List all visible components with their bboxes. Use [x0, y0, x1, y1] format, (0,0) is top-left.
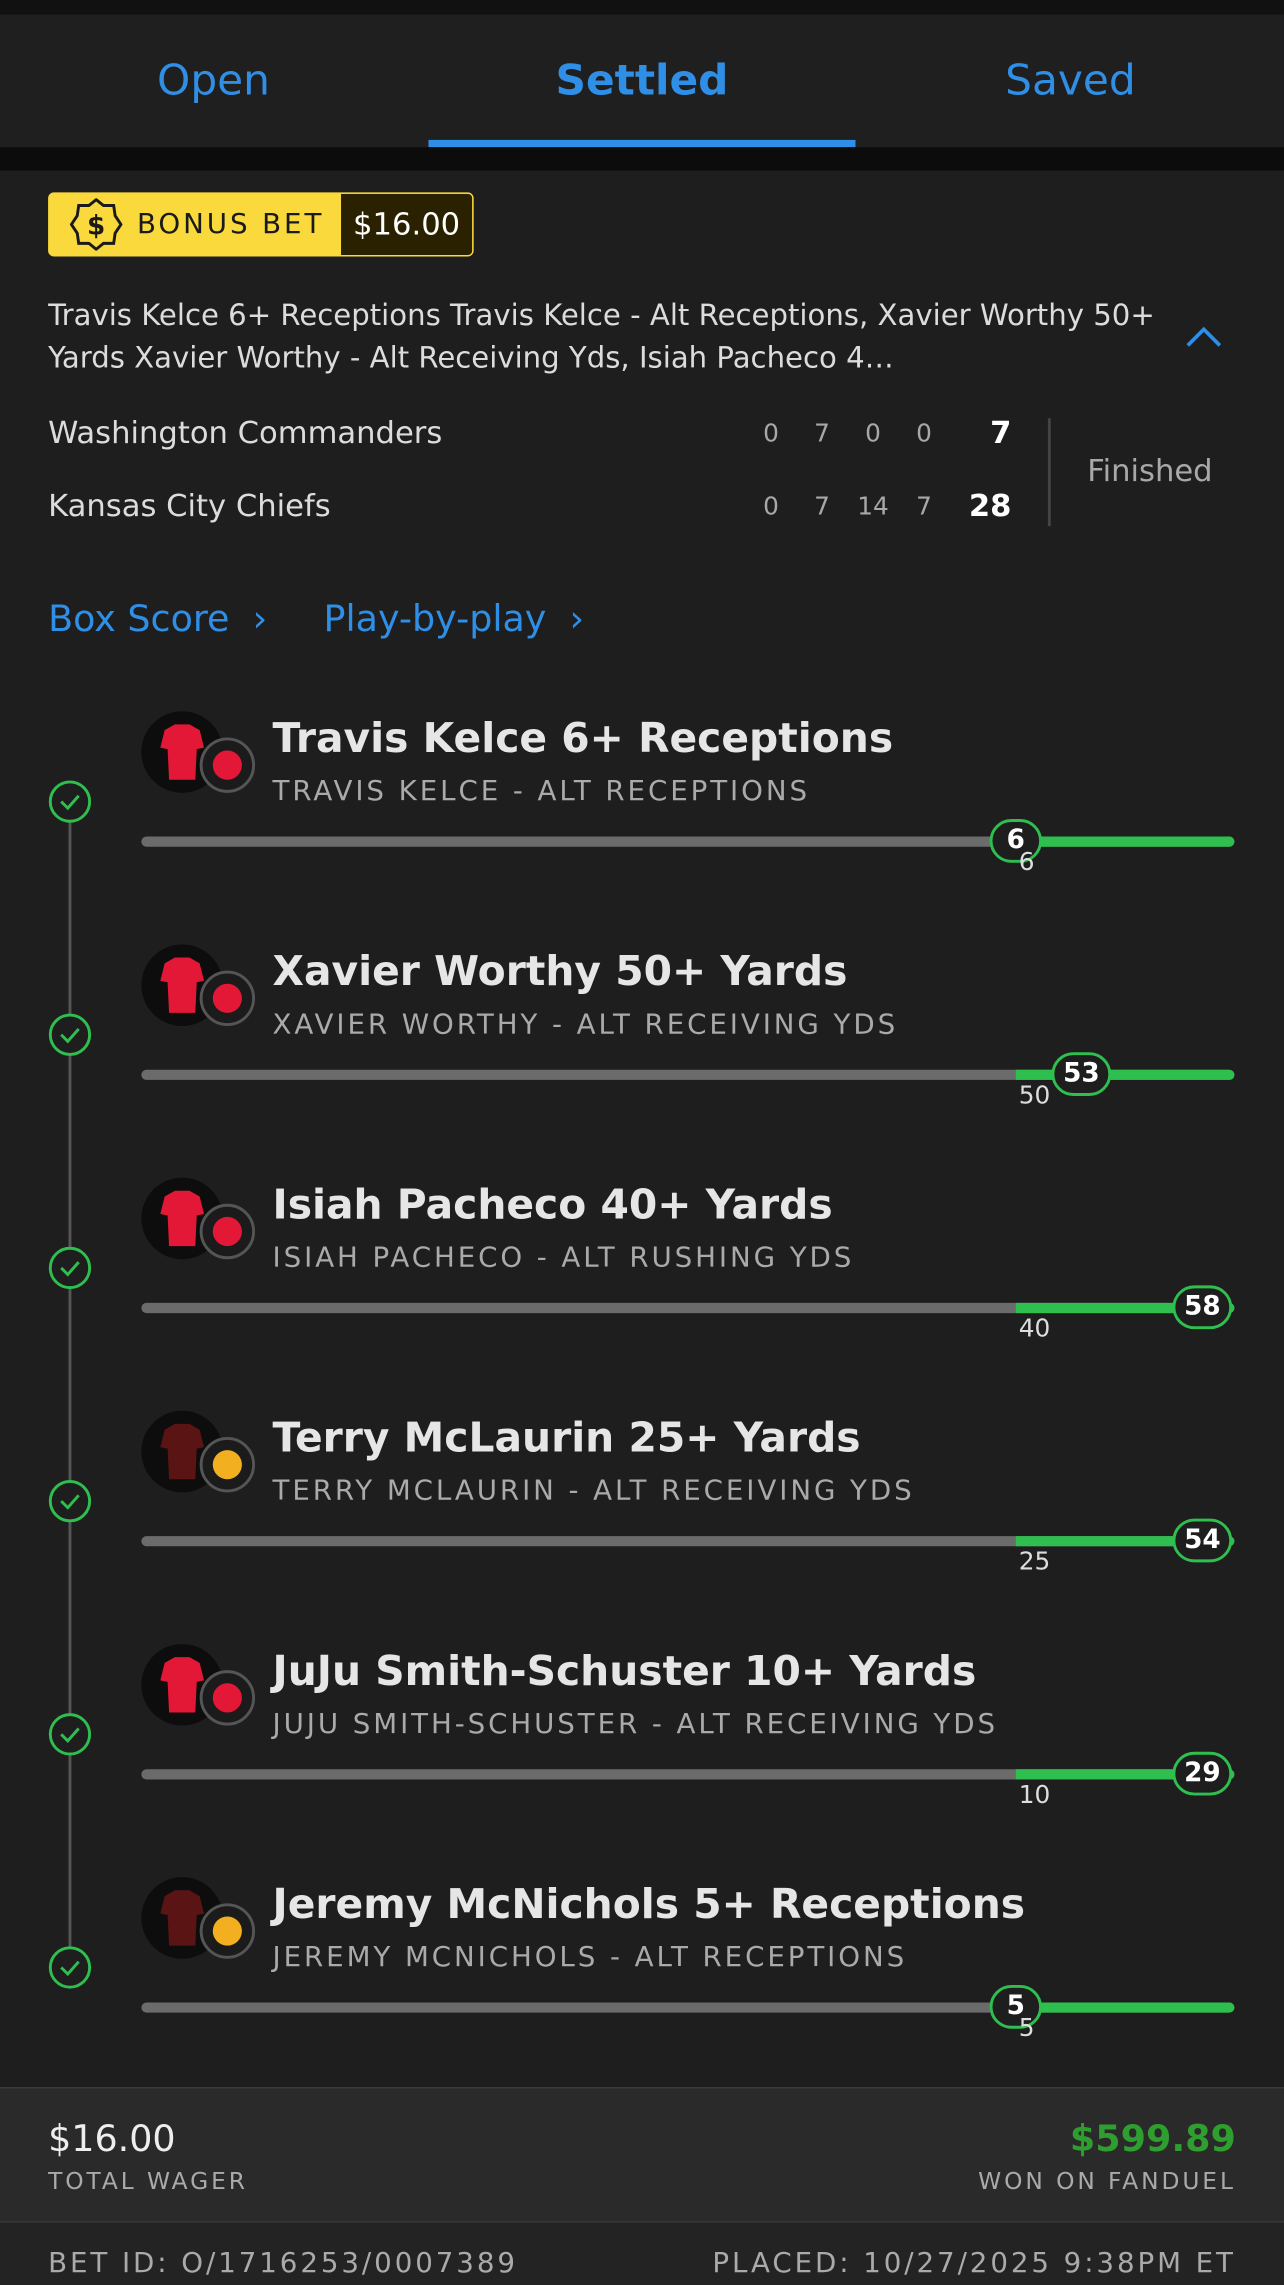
quarter-score: 7 — [814, 492, 830, 522]
check-icon — [48, 780, 92, 823]
team-name: Washington Commanders — [48, 415, 443, 451]
team-name: Kansas City Chiefs — [48, 488, 331, 524]
svg-text:$: $ — [87, 212, 105, 242]
progress-track: 53 50 — [141, 1052, 1235, 1111]
total-score: 28 — [968, 488, 1012, 524]
progress-fill — [1015, 1069, 1235, 1080]
tab-underline — [428, 139, 856, 148]
progress-fill — [1015, 1769, 1235, 1780]
check-icon — [48, 1946, 92, 1989]
link-text: Play-by-play — [323, 597, 547, 640]
divider — [1047, 418, 1051, 527]
total-wager-label: TOTAL WAGER — [48, 2167, 248, 2195]
tab[interactable]: Saved — [1005, 55, 1136, 105]
leg-title: Isiah Pacheco 40+ Yards — [272, 1180, 833, 1229]
quarter-score: 0 — [865, 419, 881, 449]
leg-subtitle: ISIAH PACHECO - ALT RUSHING YDS — [272, 1241, 855, 1274]
actual-value: 53 — [1051, 1052, 1112, 1096]
leg-subtitle: JUJU SMITH-SCHUSTER - ALT RECEIVING YDS — [272, 1708, 998, 1741]
won-label: WON ON FANDUEL — [978, 2167, 1236, 2195]
threshold-label: 6 — [1018, 848, 1035, 878]
player-icon — [141, 711, 256, 793]
actual-value: 58 — [1172, 1285, 1233, 1330]
threshold-label: 5 — [1018, 2014, 1035, 2044]
leg-subtitle: XAVIER WORTHY - ALT RECEIVING YDS — [272, 1008, 899, 1041]
actual-value: 54 — [1172, 1518, 1233, 1563]
bonus-badge: $ BONUS BET $16.00 — [48, 192, 474, 257]
threshold-label: 25 — [1018, 1547, 1051, 1577]
actual-value: 6 — [989, 819, 1043, 863]
won-amount: $599.89 — [1069, 2117, 1236, 2160]
progress-fill — [1015, 2002, 1235, 2013]
player-icon — [141, 1177, 256, 1260]
progress-fill — [1015, 1302, 1235, 1314]
quarter-score: 0 — [763, 492, 779, 522]
leg-subtitle: TERRY MCLAURIN - ALT RECEIVING YDS — [272, 1474, 915, 1507]
quarter-score: 14 — [857, 492, 889, 522]
player-icon — [141, 1877, 256, 1959]
quarter-score: 0 — [916, 419, 932, 449]
leg-subtitle: TRAVIS KELCE - ALT RECEPTIONS — [272, 775, 810, 808]
leg-title: Xavier Worthy 50+ Yards — [272, 947, 848, 996]
leg-title: Terry McLaurin 25+ Yards — [272, 1413, 861, 1462]
tab[interactable]: Settled — [555, 55, 729, 105]
leg-title: Travis Kelce 6+ Receptions — [272, 714, 894, 763]
quarter-score: 0 — [763, 419, 779, 449]
total-wager: $16.00 — [48, 2117, 176, 2160]
check-icon — [48, 1013, 92, 1056]
bet-description: Travis Kelce 6+ Receptions Travis Kelce … — [48, 297, 1155, 375]
leg-title: JuJu Smith-Schuster 10+ Yards — [272, 1646, 977, 1695]
game-status: Finished — [1087, 453, 1213, 489]
bonus-icon: $ — [69, 198, 123, 251]
tab-bar — [0, 0, 1284, 148]
progress-fill — [1015, 836, 1235, 847]
quarter-score: 7 — [916, 492, 932, 522]
collapse-chevron[interactable] — [1183, 324, 1224, 350]
divider — [0, 147, 1284, 171]
tab[interactable]: Open — [157, 55, 270, 105]
player-icon — [141, 944, 256, 1027]
footer: $16.00 TOTAL WAGER $599.89 WON ON FANDUE… — [0, 2086, 1284, 2223]
quarter-score: 7 — [814, 419, 830, 449]
player-icon — [141, 1410, 256, 1493]
bonus-amount: $16.00 — [341, 193, 473, 256]
actual-value: 29 — [1172, 1751, 1233, 1796]
progress-track: 29 10 — [141, 1751, 1235, 1810]
link-text: Box Score — [48, 597, 230, 640]
progress-track: 58 40 — [141, 1285, 1235, 1344]
check-icon — [48, 1479, 92, 1523]
progress-fill — [1015, 1536, 1235, 1547]
play-by-play-link[interactable]: Play-by-play › — [323, 597, 585, 640]
player-icon — [141, 1643, 256, 1726]
timeline — [68, 801, 72, 1968]
bet-id: BET ID: O/1716253/0007389 — [48, 2247, 518, 2280]
leg-subtitle: JEREMY MCNICHOLS - ALT RECEPTIONS — [272, 1941, 908, 1974]
threshold-label: 50 — [1018, 1081, 1051, 1111]
check-icon — [48, 1713, 92, 1756]
actual-value: 5 — [989, 1984, 1043, 2029]
progress-track: 54 25 — [141, 1518, 1235, 1577]
threshold-label: 10 — [1018, 1780, 1051, 1811]
bonus-label: BONUS BET — [136, 208, 325, 241]
check-icon — [48, 1246, 92, 1290]
bet-meta: BET ID: O/1716253/0007389 PLACED: 10/27/… — [0, 2221, 1284, 2285]
total-score: 7 — [990, 415, 1012, 451]
threshold-label: 40 — [1018, 1314, 1051, 1344]
leg-title: Jeremy McNichols 5+ Receptions — [272, 1880, 1026, 1929]
box-score-link[interactable]: Box Score › — [48, 597, 268, 640]
placed-at: PLACED: 10/27/2025 9:38PM ET — [712, 2247, 1236, 2280]
